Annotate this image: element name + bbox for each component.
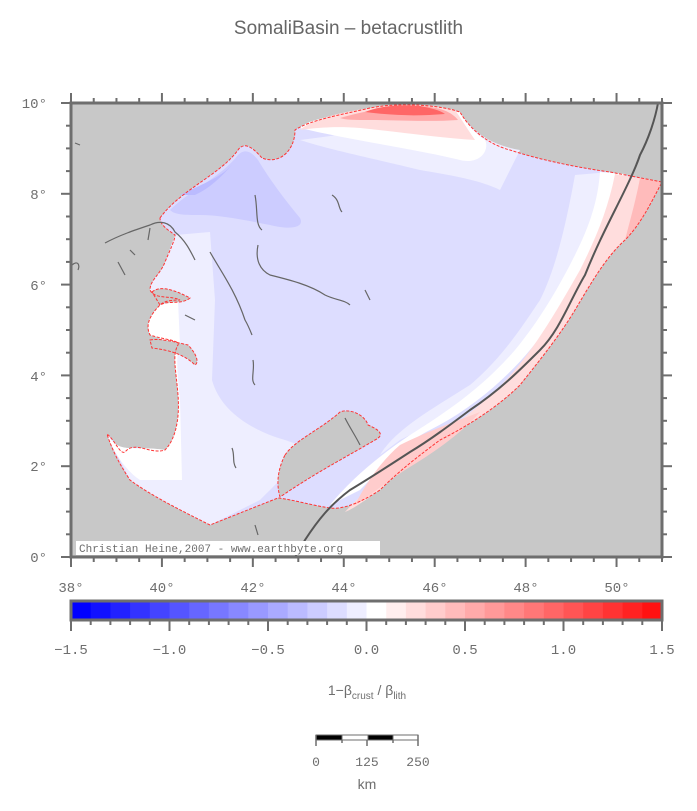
colorbar-tick-label: −0.5 [251,643,285,659]
label-sub-crust: crust [352,691,374,702]
basin-boundary [106,104,663,526]
scale-bar: 0 125 250 km [312,734,430,792]
colorbar-cell [346,601,367,620]
y-tick-label: 8° [30,188,47,204]
colorbar-cell [524,601,545,620]
y-tick-label: 4° [30,370,47,386]
colorbar-cell [602,601,624,620]
north-red-anomaly-core [365,105,445,116]
colorbar-tick-label: 0.0 [354,643,379,659]
colorbar-label: 1−βcrust / βlith [328,682,406,702]
colorbar-cell [425,601,446,620]
colorbar: −1.5 −1.0 −0.5 0.0 0.5 1.0 1.5 [54,599,675,659]
colorbar-cell [110,601,131,620]
x-tick-label: 44° [331,581,356,597]
colorbar-ticks [70,620,663,631]
scale-unit: km [358,776,377,792]
label-mid: / β [374,682,394,698]
x-tick-label: 40° [149,581,174,597]
colorbar-cell [189,601,210,620]
west-white-strip [107,300,182,480]
x-tick-label: 38° [58,581,83,597]
scale-tick-label: 125 [355,755,378,770]
colorbar-cell [130,601,151,620]
colorbar-cell [386,601,407,620]
y-tick-label: 2° [30,460,47,476]
colorbar-cell [642,601,663,620]
land-peninsula-south [277,410,381,498]
east-white-band [330,172,625,505]
colorbar-cell [307,601,328,620]
colorbar-cell [268,601,289,620]
credit-text: Christian Heine,2007 - www.earthbyte.org [79,544,343,556]
colorbar-tick-label: 1.5 [649,643,674,659]
colorbar-cell [504,601,525,620]
colorbar-cell [622,601,643,620]
land-tongue-west-2 [149,339,198,366]
colorbar-cell [149,601,170,620]
east-light-band [380,172,610,455]
east-red-band-inner [625,178,662,240]
colorbar-cell [405,601,427,620]
colorbar-tick-label: 1.0 [551,643,576,659]
x-tick-label: 48° [513,581,538,597]
map-panel: Christian Heine,2007 - www.earthbyte.org [69,101,664,559]
colorbar-cell [208,601,230,620]
map-title: SomaliBasin – betacrustlith [233,18,464,39]
y-tick-label: 10° [22,97,47,113]
x-tick-label: 42° [240,581,265,597]
colorbar-cell [445,601,466,620]
scale-tick-label: 0 [312,755,320,770]
land-tongue-west-1 [151,288,191,306]
colorbar-cell [287,601,308,620]
colorbar-cell [583,601,604,620]
colorbar-cell [90,601,111,620]
colorbar-tick-label: 0.5 [452,643,477,659]
blue-patch-nw [170,151,301,228]
east-red-band [345,174,662,512]
colorbar-cell [169,601,190,620]
colorbar-cells [71,601,663,620]
credit-box [76,541,380,555]
colorbar-cell [465,601,486,620]
colorbar-cell [327,601,348,620]
scale-tick-label: 250 [406,755,429,770]
label-sub-lith: lith [393,691,406,702]
rift-line [294,102,659,558]
axis-ticks [61,93,672,567]
y-axis-labels: 0° 2° 4° 6° 8° 10° [22,97,47,567]
colorbar-cell [248,601,269,620]
label-prefix: 1−β [328,682,352,698]
y-tick-label: 0° [30,551,47,567]
colorbar-tick-label: −1.5 [54,643,88,659]
colorbar-cell [366,601,387,620]
y-tick-label: 6° [30,279,47,295]
colorbar-cell [563,601,584,620]
colorbar-cell [228,601,249,620]
colorbar-cell [484,601,505,620]
x-axis-labels: 38° 40° 42° 44° 46° 48° 50° [58,581,629,597]
x-tick-label: 46° [422,581,447,597]
colorbar-cell [543,601,564,620]
x-tick-label: 50° [604,581,629,597]
colorbar-tick-label: −1.0 [153,643,187,659]
colorbar-cell [71,601,92,620]
river-lines [71,142,371,536]
